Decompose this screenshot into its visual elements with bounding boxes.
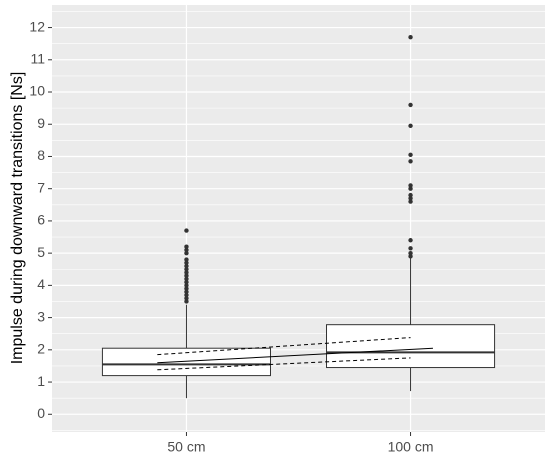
y-tick-label: 8 [37, 147, 45, 163]
outlier [408, 192, 413, 198]
outlier [184, 286, 189, 291]
y-tick-label: 11 [30, 50, 45, 66]
outlier [184, 292, 189, 298]
outlier [184, 247, 189, 253]
y-tick-label: 3 [37, 308, 45, 324]
outlier [408, 250, 413, 256]
x-tick-label: 50 cm [167, 439, 205, 455]
y-tick-label: 10 [29, 83, 45, 99]
y-tick-label: 9 [37, 115, 45, 131]
outlier [184, 283, 189, 288]
y-tick-label: 1 [37, 373, 45, 389]
outlier [184, 267, 189, 272]
y-tick-label: 0 [37, 405, 45, 421]
y-tick-label: 7 [37, 179, 45, 195]
outlier [408, 183, 413, 188]
outlier [408, 199, 413, 204]
y-tick-label: 2 [37, 341, 45, 357]
outlier [184, 299, 189, 304]
outlier [408, 102, 413, 108]
outlier [184, 260, 189, 266]
x-tick-label: 100 cm [388, 439, 434, 455]
outlier [408, 152, 413, 158]
outlier [184, 257, 189, 262]
outlier [184, 276, 189, 282]
outlier [184, 279, 189, 285]
y-axis-label: Impulse during downward transitions [Ns] [9, 72, 26, 365]
outlier [408, 186, 413, 191]
outlier [184, 263, 189, 269]
outlier [408, 254, 413, 259]
fit-line [157, 337, 411, 356]
outlier [184, 289, 189, 295]
outlier [408, 238, 413, 243]
outlier [408, 196, 413, 201]
outlier [184, 296, 189, 301]
fit-line [157, 357, 411, 371]
y-tick-label: 6 [37, 212, 45, 228]
outlier [408, 123, 413, 129]
outlier [184, 228, 189, 233]
outlier [408, 159, 413, 164]
outlier [408, 246, 413, 251]
y-tick-label: 12 [29, 18, 45, 34]
box [326, 324, 496, 369]
y-tick-label: 5 [37, 244, 45, 260]
fit-line [157, 347, 433, 364]
outlier [184, 244, 189, 249]
outlier [184, 273, 189, 278]
outlier [184, 250, 189, 256]
y-tick-label: 4 [37, 276, 45, 292]
outlier [408, 35, 413, 40]
outlier [184, 270, 189, 275]
